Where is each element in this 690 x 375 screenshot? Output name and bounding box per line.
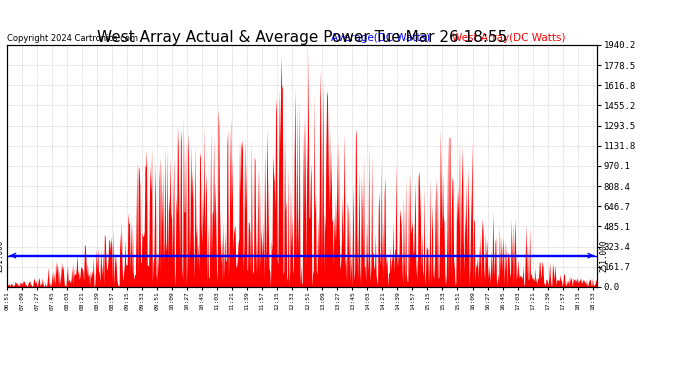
Text: Average(DC Watts): Average(DC Watts) [331,33,431,43]
Text: Copyright 2024 Cartronics.com: Copyright 2024 Cartronics.com [7,34,138,43]
Text: 251.000: 251.000 [600,239,609,272]
Title: West Array Actual & Average Power Tue Mar 26 18:55: West Array Actual & Average Power Tue Ma… [97,30,507,45]
Text: 251.000: 251.000 [0,239,4,272]
Text: West Array(DC Watts): West Array(DC Watts) [453,33,566,43]
